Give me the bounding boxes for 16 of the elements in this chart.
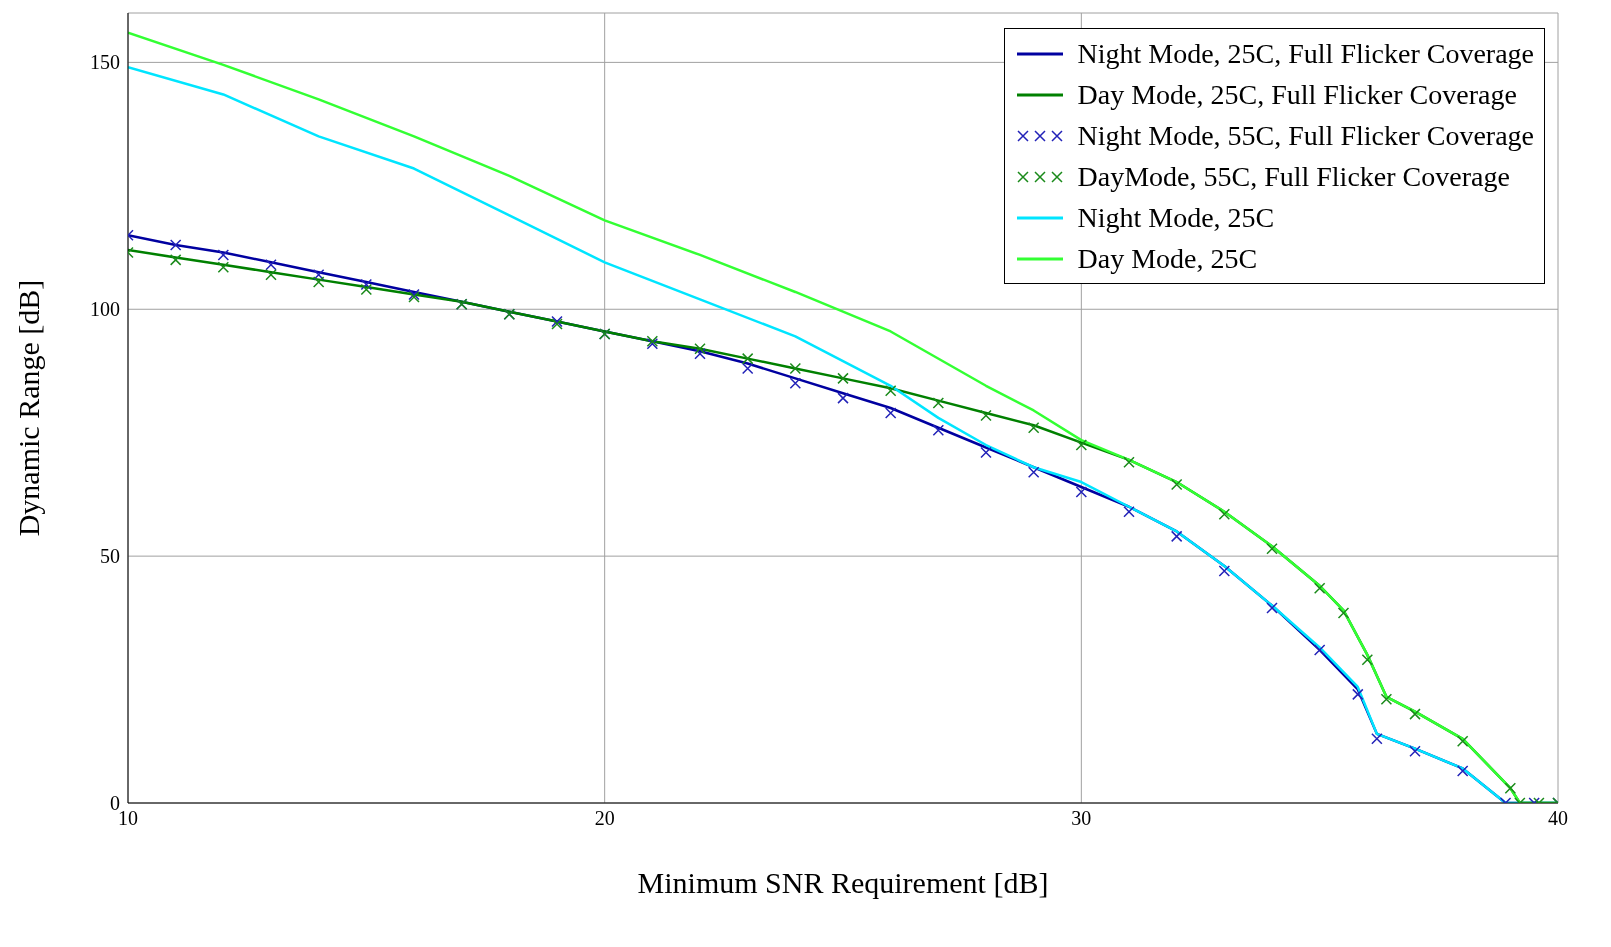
y-tick-label: 150 bbox=[90, 51, 120, 74]
legend-label: Night Mode, 25C, Full Flicker Coverage bbox=[1077, 37, 1534, 70]
legend-label: Night Mode, 25C bbox=[1077, 201, 1275, 234]
x-tick-label: 30 bbox=[1071, 807, 1092, 830]
y-tick-label: 100 bbox=[90, 298, 120, 321]
legend-label: Night Mode, 55C, Full Flicker Coverage bbox=[1077, 119, 1534, 152]
x-axis-title: Minimum SNR Requirement [dB] bbox=[637, 866, 1049, 899]
y-tick-label: 50 bbox=[100, 545, 120, 568]
legend-label: Day Mode, 25C bbox=[1077, 242, 1258, 275]
x-tick-label: 10 bbox=[118, 807, 138, 830]
legend-label: DayMode, 55C, Full Flicker Coverage bbox=[1077, 160, 1510, 193]
y-axis-title: Dynamic Range [dB] bbox=[11, 279, 45, 537]
legend-label: Day Mode, 25C, Full Flicker Coverage bbox=[1077, 78, 1517, 111]
x-tick-label: 20 bbox=[594, 807, 615, 830]
y-tick-label: 0 bbox=[110, 792, 120, 815]
x-tick-label: 40 bbox=[1548, 807, 1568, 830]
